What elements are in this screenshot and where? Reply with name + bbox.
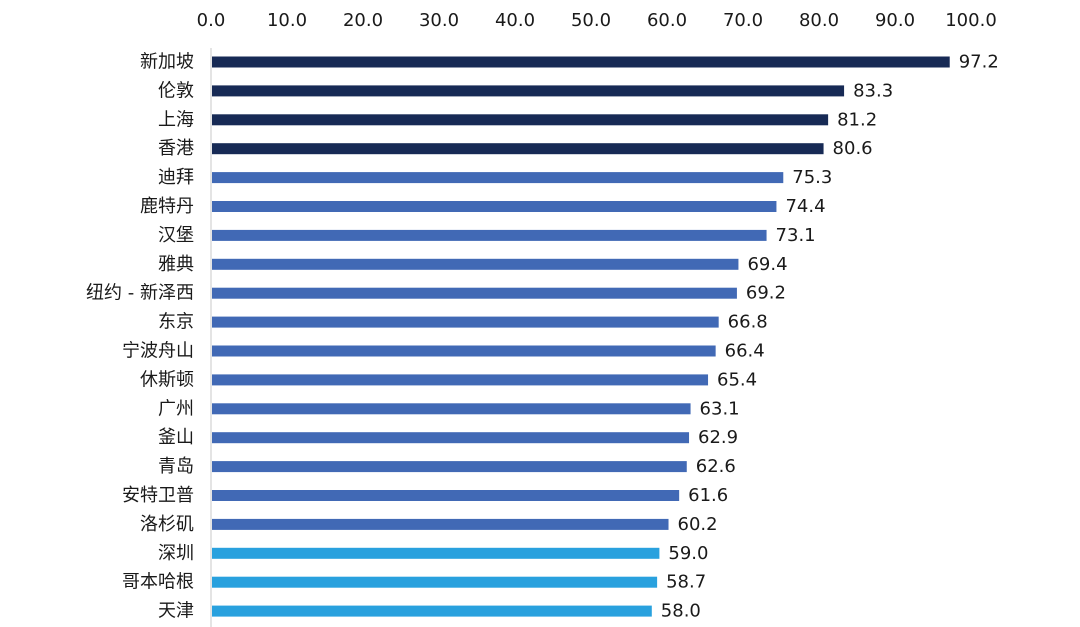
x-tick-label: 40.0: [495, 10, 535, 31]
x-tick-label: 20.0: [343, 10, 383, 31]
category-label: 安特卫普: [122, 485, 194, 506]
data-label: 62.6: [696, 456, 736, 477]
bar: [212, 518, 669, 530]
data-label: 73.1: [776, 225, 816, 246]
bar: [212, 143, 824, 155]
bar: [212, 201, 777, 212]
category-label: 广州: [158, 398, 194, 419]
bar: [212, 172, 784, 184]
x-tick-label: 10.0: [267, 10, 307, 31]
data-label: 97.2: [959, 52, 999, 73]
data-label: 62.9: [698, 427, 738, 448]
category-label: 迪拜: [158, 167, 194, 188]
bar: [212, 432, 690, 444]
x-axis-ticks: 0.0 10.0 20.0 30.0 40.0 50.0 60.0 70.0 80.0 90.0 1…: [197, 10, 997, 31]
category-label: 鹿特丹: [140, 196, 194, 217]
bar: [212, 490, 680, 501]
category-label: 休斯顿: [140, 369, 194, 390]
bar: [212, 258, 739, 270]
category-label: 天津: [158, 601, 194, 622]
x-tick-label: 80.0: [799, 10, 839, 31]
data-label: 58.0: [661, 601, 701, 622]
bar: [212, 403, 691, 415]
bars: [212, 56, 950, 617]
data-label: 66.4: [725, 341, 765, 362]
category-label: 新加坡: [140, 52, 194, 73]
data-label: 58.7: [666, 572, 706, 593]
category-label: 纽约 - 新泽西: [86, 283, 194, 304]
data-label: 81.2: [837, 109, 877, 130]
bar: [212, 547, 660, 559]
bar: [212, 229, 767, 241]
bar: [212, 287, 737, 299]
x-tick-label: 100.0: [945, 10, 997, 31]
x-tick-label: 30.0: [419, 10, 459, 31]
bar: [212, 56, 950, 68]
data-label: 59.0: [668, 543, 708, 564]
x-tick-label: 60.0: [647, 10, 687, 31]
x-tick-label: 70.0: [723, 10, 763, 31]
data-label: 63.1: [700, 398, 740, 419]
category-label: 香港: [158, 138, 194, 159]
data-label: 65.4: [717, 369, 757, 390]
category-label: 宁波舟山: [122, 341, 194, 362]
bar: [212, 345, 716, 357]
category-label: 上海: [158, 109, 194, 130]
bar: [212, 576, 658, 588]
bar: [212, 374, 709, 386]
category-label: 哥本哈根: [122, 572, 194, 593]
x-tick-label: 0.0: [197, 10, 226, 31]
data-label: 69.4: [747, 254, 787, 275]
x-tick-label: 50.0: [571, 10, 611, 31]
data-label: 80.6: [833, 138, 873, 159]
category-label: 深圳: [158, 543, 194, 564]
category-label: 青岛: [158, 456, 194, 477]
data-label: 69.2: [746, 283, 786, 304]
x-tick-label: 90.0: [875, 10, 915, 31]
category-label: 雅典: [158, 254, 194, 275]
category-label: 东京: [158, 312, 194, 333]
category-label: 汉堡: [158, 225, 194, 246]
data-label: 66.8: [728, 312, 768, 333]
category-label: 洛杉矶: [140, 514, 194, 535]
data-label: 60.2: [678, 514, 718, 535]
data-label: 74.4: [785, 196, 825, 217]
data-labels: 97.2 83.3 81.2 80.675.3 74.4 73.1 69.4 69.2 66.8…: [661, 52, 999, 622]
data-label: 83.3: [853, 80, 893, 101]
category-label: 伦敦: [158, 80, 194, 101]
data-label: 75.3: [792, 167, 832, 188]
bar: [212, 85, 845, 97]
category-label: 釜山: [158, 427, 194, 448]
bar: [212, 114, 829, 126]
bar: [212, 605, 652, 617]
bar: [212, 461, 687, 473]
data-label: 61.6: [688, 485, 728, 506]
bar: [212, 316, 719, 328]
